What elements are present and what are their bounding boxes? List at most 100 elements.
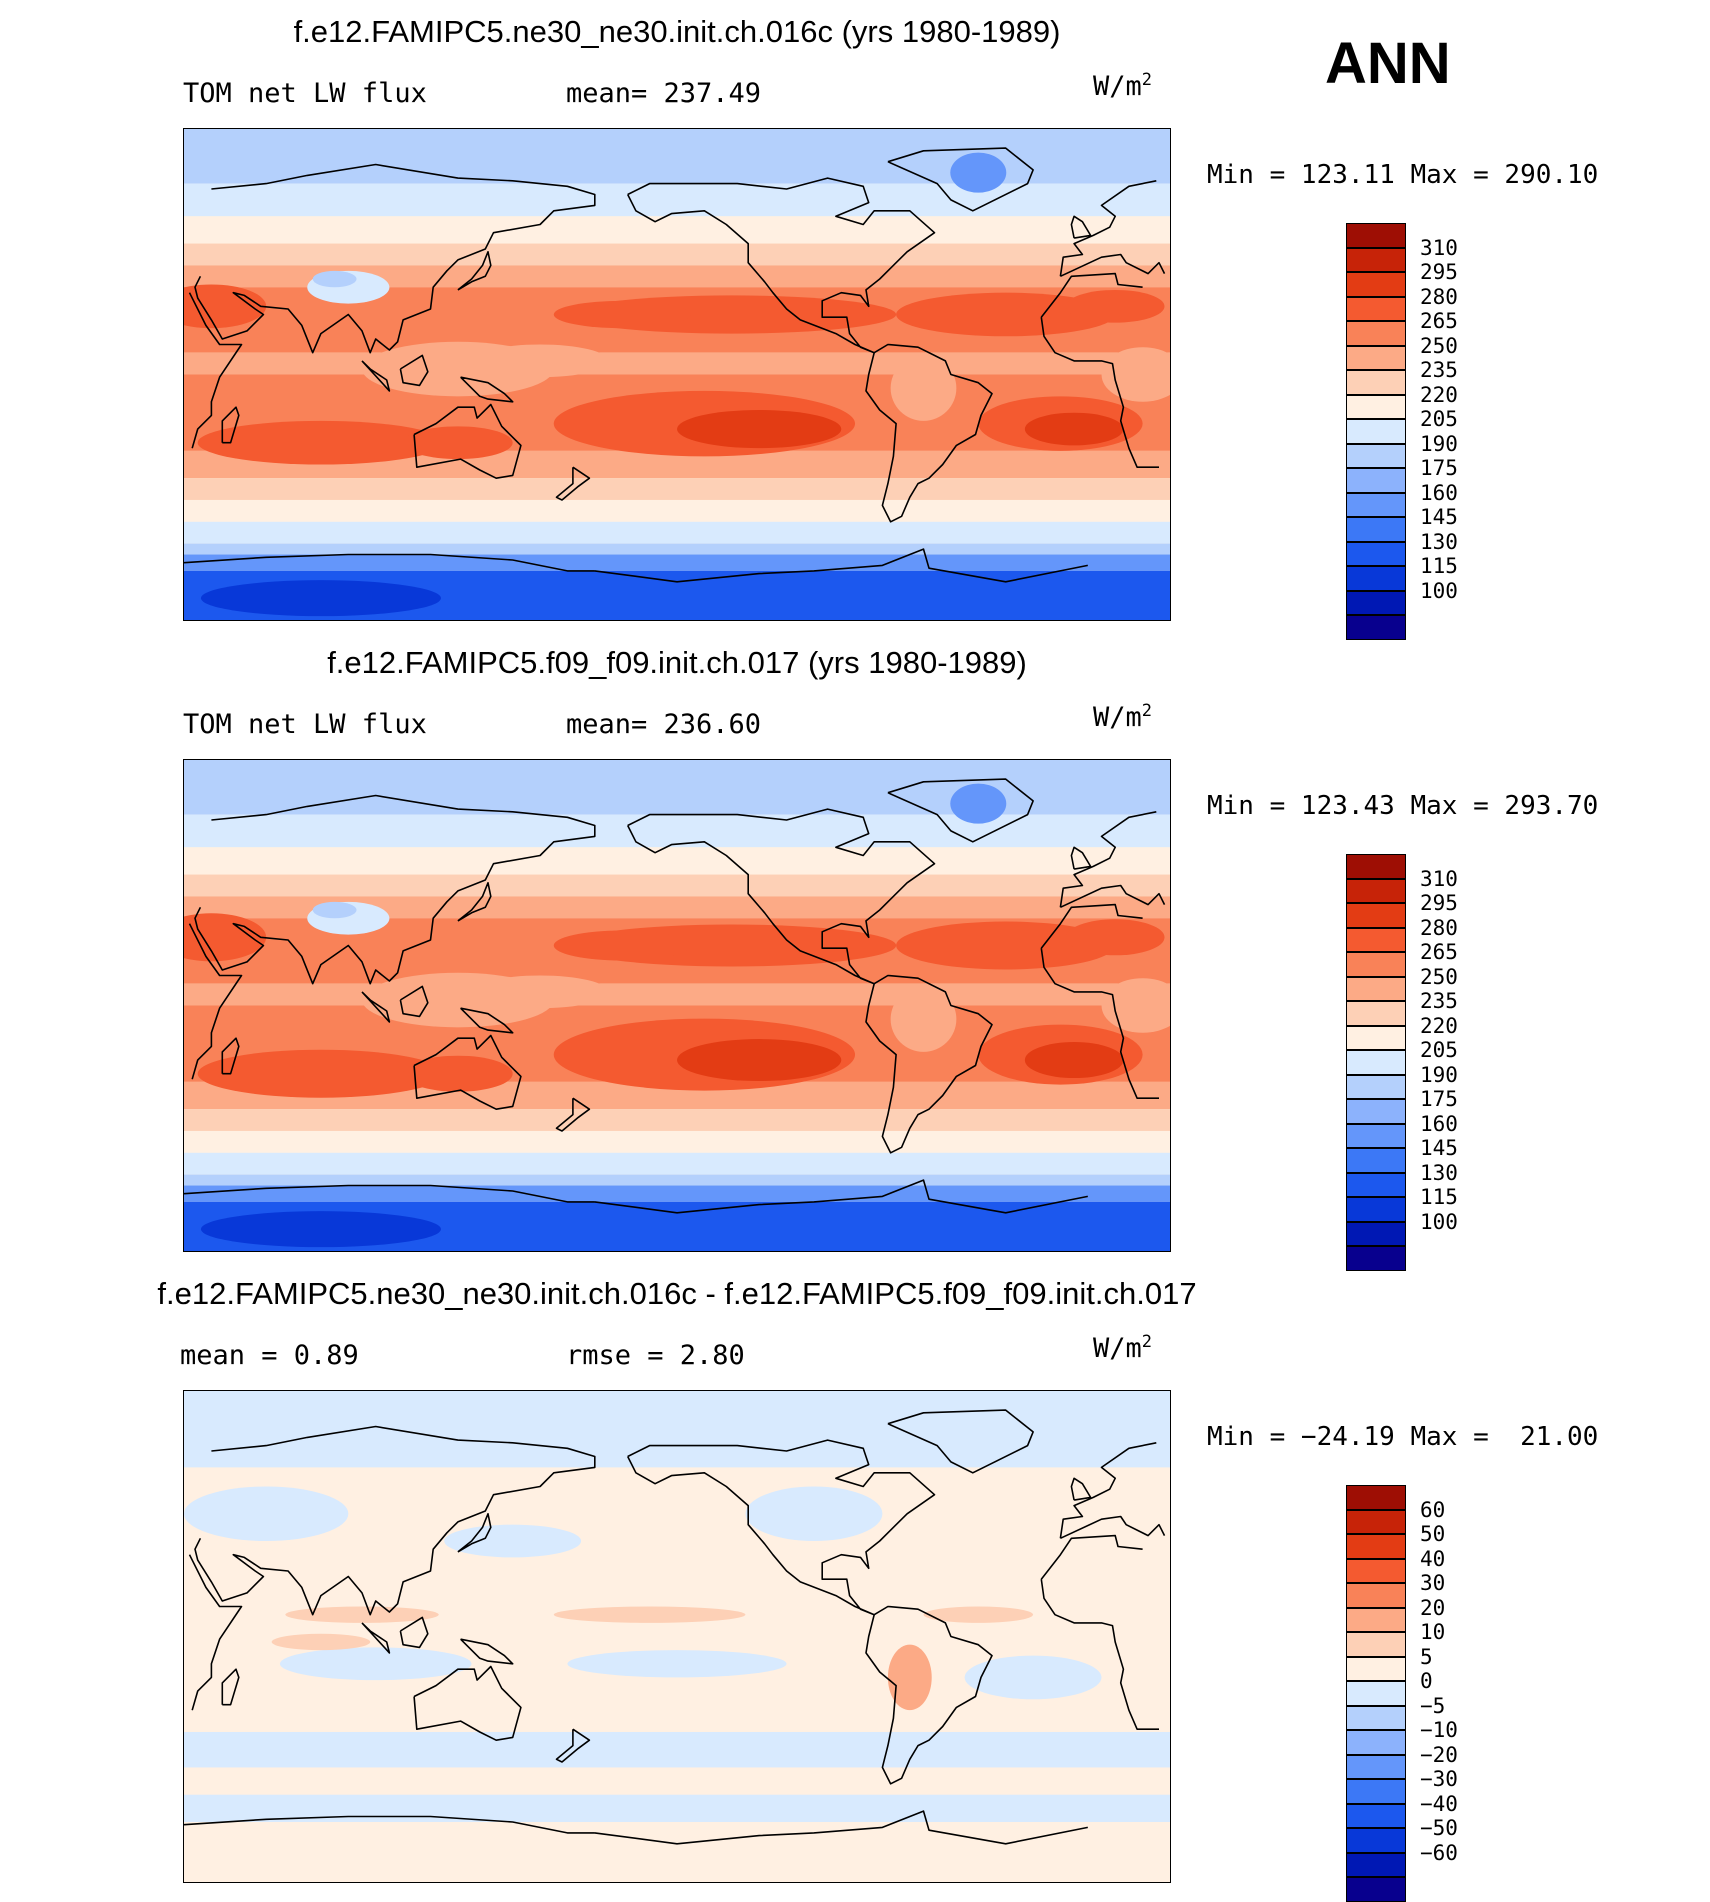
colorbar-swatch [1346,1246,1406,1271]
colorbar-swatch [1346,247,1406,272]
coastline [188,1534,1159,1730]
colorbar-swatch [1346,223,1406,248]
coastline [399,354,429,387]
colorbar-label: −5 [1420,1693,1446,1718]
colorbar-label: 310 [1420,866,1458,891]
colorbar-swatch [1346,443,1406,468]
colorbar-label: 250 [1420,964,1458,989]
colorbar-swatch [1346,1681,1406,1706]
coastline [457,1513,492,1553]
colorbar-label: 280 [1420,284,1458,309]
variable-label: TOM net LW flux [183,78,427,109]
variable-label: TOM net LW flux [183,709,427,740]
colorbar-label: 50 [1420,1522,1446,1546]
colorbar-swatch [1346,1852,1406,1877]
colorbar-label: 220 [1420,382,1458,407]
colorbar-swatch [1346,1074,1406,1099]
colorbar-swatch [1346,1534,1406,1559]
colorbar-label: 280 [1420,915,1458,940]
coastline [1070,846,1092,870]
coastline [1070,1477,1092,1501]
colorbar-label: 265 [1420,940,1458,964]
colorbar-swatch [1346,517,1406,542]
colorbar-swatch [1346,1779,1406,1804]
colorbar-swatch [1346,952,1406,977]
colorbar-swatch [1346,1583,1406,1608]
colorbar-swatch [1346,492,1406,517]
colorbar-swatch [1346,1730,1406,1755]
coastline [460,1007,514,1034]
colorbar-swatch [1346,1172,1406,1197]
coastline [865,343,993,523]
colorbar-swatch [1346,878,1406,903]
coastline [887,1409,1034,1474]
colorbar-label: 295 [1420,260,1458,284]
colorbar-label: 265 [1420,309,1458,333]
colorbar-label: 250 [1420,333,1458,358]
colorbar-swatch [1346,566,1406,591]
coastline [457,251,492,291]
colorbar-label: 160 [1420,480,1458,505]
colorbar-swatch [1346,1001,1406,1026]
colorbar-label: 205 [1420,407,1458,431]
colorbar-swatch [1346,296,1406,321]
colorbar-swatch [1346,1632,1406,1657]
colorbar-swatch [1346,1025,1406,1050]
colorbar-label: −60 [1420,1840,1458,1865]
coastline [361,1622,391,1654]
coastline [413,1034,522,1110]
units-label: W/m2 [1093,1332,1153,1364]
colorbar-swatch [1346,1828,1406,1853]
colorbar-label: 190 [1420,431,1458,456]
colorbar-label: 5 [1420,1644,1433,1669]
colorbar-swatch [1346,615,1406,640]
colorbar-swatch [1346,1754,1406,1779]
colorbar-label: 100 [1420,1209,1458,1234]
min-max-label: Min = 123.43 Max = 293.70 [1207,791,1599,821]
colorbar-swatch [1346,1221,1406,1246]
colorbar-label: 190 [1420,1062,1458,1087]
colorbar-swatch [1346,468,1406,493]
panel-title: f.e12.FAMIPC5.f09_f09.init.ch.017 (yrs 1… [327,645,1027,680]
coastline [413,403,522,479]
coastline [399,1616,429,1649]
panel-title: f.e12.FAMIPC5.ne30_ne30.init.ch.016c - f… [157,1276,1197,1311]
panel-title: f.e12.FAMIPC5.ne30_ne30.init.ch.016c (yr… [293,14,1061,49]
rmse-label: rmse = 2.80 [566,1340,745,1371]
map-plot [183,1390,1171,1883]
colorbar-swatch [1346,927,1406,952]
coastline [460,1638,514,1665]
panel-model-a: f.e12.FAMIPC5.ne30_ne30.init.ch.016c (yr… [0,0,1710,640]
coastline [221,1668,240,1706]
colorbar: 310 295 280 265 250 235 220 205 190 175 160 145 130 1… [1346,854,1458,1271]
colorbar-swatch [1346,1148,1406,1173]
colorbar-label: 60 [1420,1497,1446,1522]
colorbar-swatch [1346,976,1406,1001]
colorbar-label: 235 [1420,989,1458,1013]
coastline [221,406,240,444]
coastline [399,985,429,1018]
coastline [194,163,1166,354]
mean-label: mean= 236.60 [566,709,762,740]
coastline [361,991,391,1023]
colorbar-label: 130 [1420,529,1458,554]
coastline [460,376,514,403]
coastline [457,882,492,922]
colorbar-swatch [1346,1607,1406,1632]
coastline [361,360,391,392]
colorbar-label: 130 [1420,1160,1458,1185]
coastline [555,1097,591,1132]
colorbar-swatch [1346,1558,1406,1583]
colorbar: 60 50 40 30 20 10 5 0 −5 −10 −20 −30 −40 −50 −60 [1346,1485,1458,1902]
colorbar-label: −40 [1420,1791,1458,1816]
coastline [184,1179,1088,1214]
colorbar-swatch [1346,1803,1406,1828]
units-label: W/m2 [1093,701,1153,733]
colorbar-label: 10 [1420,1620,1446,1644]
colorbar-label: −10 [1420,1718,1458,1742]
colorbar-label: 175 [1420,1087,1458,1111]
colorbar-label: 205 [1420,1038,1458,1062]
season-label: ANN [1325,31,1451,96]
colorbar-label: 295 [1420,891,1458,915]
colorbar-swatch [1346,541,1406,566]
